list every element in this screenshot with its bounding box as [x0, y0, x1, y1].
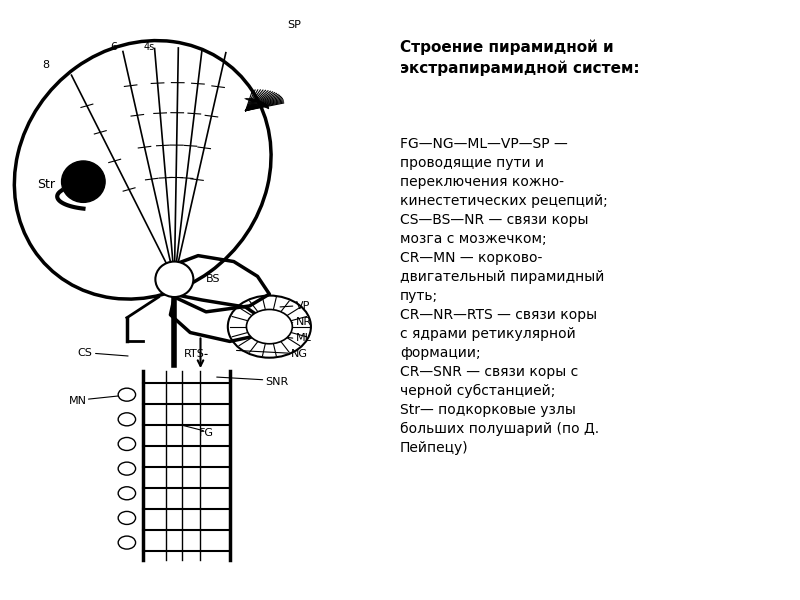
Text: SP: SP [287, 20, 302, 30]
Text: 8: 8 [42, 59, 49, 70]
Circle shape [118, 413, 135, 426]
Text: ML: ML [295, 334, 311, 343]
Text: BS: BS [206, 274, 221, 284]
Text: SNR: SNR [266, 377, 289, 386]
Ellipse shape [62, 161, 105, 202]
Text: Str: Str [38, 178, 55, 191]
Text: FG: FG [198, 428, 214, 438]
Circle shape [118, 462, 135, 475]
Text: CS: CS [77, 348, 92, 358]
Text: 6: 6 [110, 42, 117, 52]
Text: NR: NR [295, 317, 312, 328]
Text: MN: MN [69, 395, 87, 406]
Text: FG—NG—ML—VP—SP —
проводящие пути и
переключения кожно-
кинестетических рецепций;: FG—NG—ML—VP—SP — проводящие пути и перек… [400, 137, 608, 455]
Circle shape [118, 536, 135, 549]
Circle shape [118, 511, 135, 524]
Circle shape [118, 437, 135, 451]
Text: NG: NG [290, 349, 308, 359]
Text: 4s: 4s [143, 42, 154, 52]
Ellipse shape [246, 310, 292, 344]
Circle shape [118, 487, 135, 500]
Ellipse shape [155, 262, 194, 297]
Circle shape [118, 388, 135, 401]
Text: VP: VP [295, 301, 310, 311]
Text: Строение пирамидной и
экстрапирамидной систем:: Строение пирамидной и экстрапирамидной с… [400, 40, 640, 76]
Text: RTS: RTS [184, 349, 205, 359]
